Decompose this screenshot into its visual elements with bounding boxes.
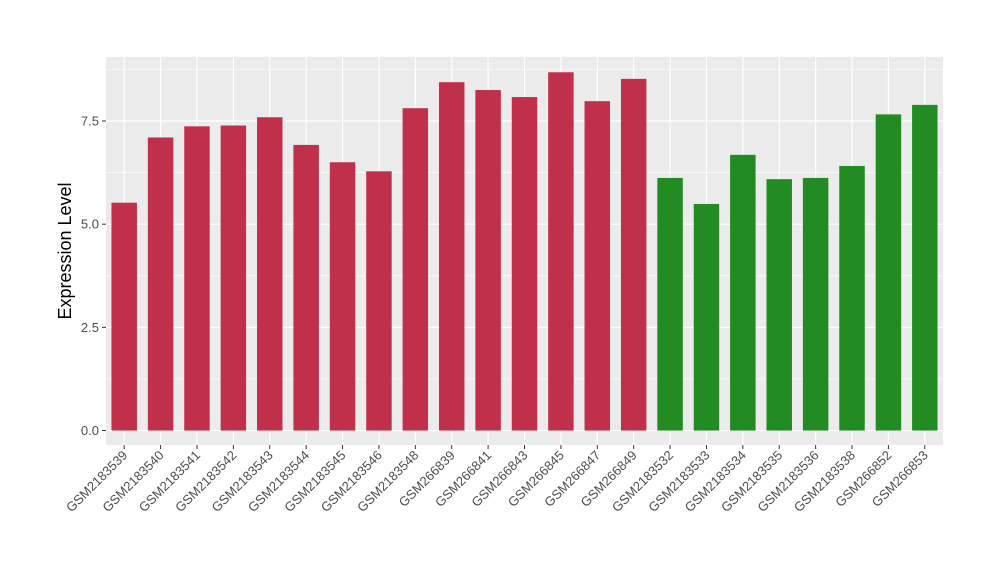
bar-GSM266845 <box>548 72 574 431</box>
bar-GSM2183545 <box>329 162 356 431</box>
bar-GSM2183548 <box>402 108 429 431</box>
bar-GSM266852 <box>875 114 902 431</box>
bars <box>111 72 938 431</box>
x-axis: GSM2183539GSM2183540GSM2183541GSM2183542… <box>63 445 931 515</box>
bar-GSM266853 <box>912 104 938 431</box>
y-tick-label: 7.5 <box>81 113 99 128</box>
bar-GSM2183543 <box>257 117 283 431</box>
bar-GSM266847 <box>584 101 611 431</box>
bar-GSM2183532 <box>657 177 683 431</box>
bar-GSM2183535 <box>766 179 792 431</box>
y-axis: 0.0 2.5 5.0 7.5 <box>81 113 106 438</box>
bar-GSM266843 <box>511 97 538 431</box>
bar-GSM2183539 <box>111 202 137 431</box>
bar-GSM2183540 <box>147 137 174 431</box>
x-tick-label: GSM2183539 <box>63 448 130 515</box>
bar-GSM266839 <box>438 82 465 431</box>
bar-GSM2183534 <box>730 154 756 431</box>
y-tick-label: 0.0 <box>81 423 99 438</box>
y-tick-label: 2.5 <box>81 320 99 335</box>
bar-GSM2183538 <box>839 165 865 431</box>
bar-GSM2183542 <box>220 125 247 431</box>
y-tick-label: 5.0 <box>81 217 99 232</box>
bar-GSM2183546 <box>366 171 392 431</box>
bar-GSM2183533 <box>693 203 720 431</box>
bar-GSM266849 <box>620 78 647 431</box>
bar-GSM2183536 <box>802 177 829 431</box>
bar-GSM2183541 <box>184 126 210 431</box>
bar-GSM266841 <box>475 90 501 431</box>
y-axis-label: Expression Level <box>55 182 75 319</box>
bar-GSM2183544 <box>293 144 319 431</box>
